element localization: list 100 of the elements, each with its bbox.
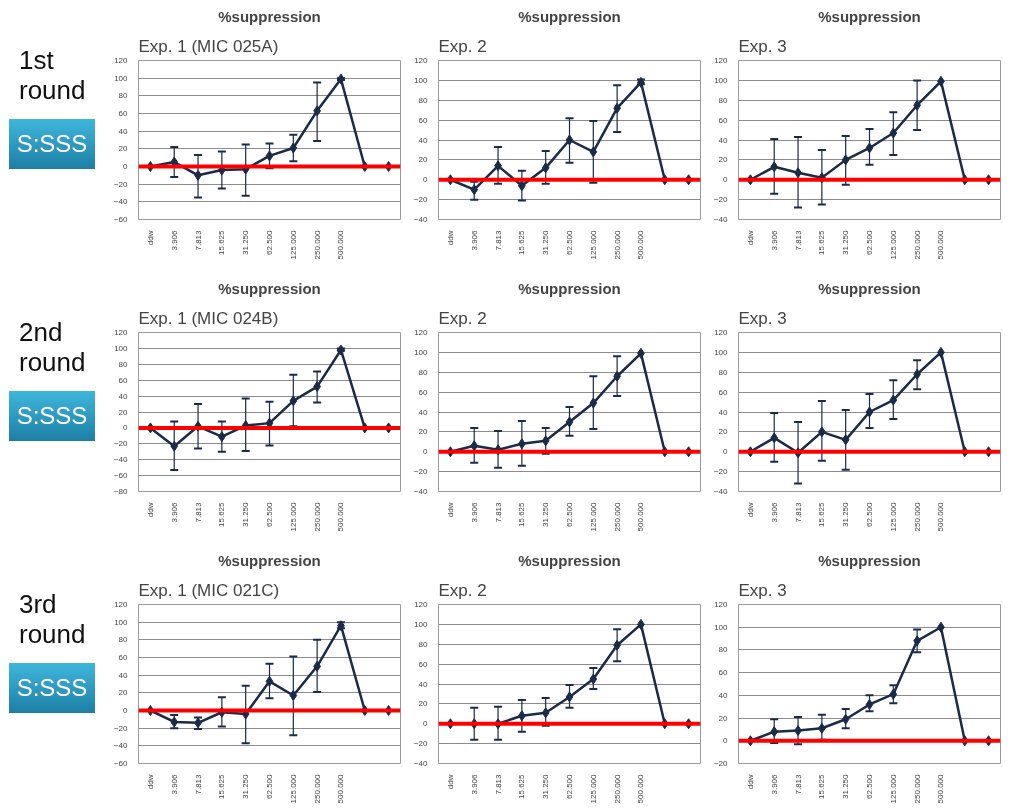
- chart-title: %suppression: [218, 7, 321, 25]
- x-tick-label: 15.625: [517, 229, 527, 255]
- y-tick-label: 20: [118, 407, 129, 417]
- x-tick-label: 31.250: [541, 229, 551, 255]
- y-tick-label: −20: [113, 439, 129, 449]
- x-tick-label: 3.906: [769, 229, 779, 251]
- x-tick-label: 125.000: [588, 773, 598, 804]
- chart-subtitle: Exp. 2: [438, 308, 487, 328]
- x-tick-label: ddw: [445, 774, 455, 790]
- x-tick-label: 500.000: [336, 773, 346, 804]
- x-tick-label: 500.000: [636, 501, 646, 532]
- x-tick-label: 250.000: [912, 773, 922, 804]
- x-tick-label: 15.625: [817, 773, 827, 799]
- x-tick-label: 125.000: [888, 229, 898, 260]
- text: S:SSS: [9, 119, 95, 169]
- y-tick-label: 80: [718, 95, 729, 105]
- y-tick-label: −40: [113, 197, 129, 207]
- x-tick-label: 500.000: [636, 229, 646, 260]
- x-tick-label: 3.906: [469, 773, 479, 795]
- y-tick-label: 20: [418, 699, 429, 709]
- chart-subtitle: Exp. 3: [738, 580, 787, 600]
- y-tick-label: 0: [723, 447, 729, 457]
- x-tick-label: 7.813: [193, 229, 203, 251]
- x-tick-label: 62.500: [265, 501, 274, 527]
- y-tick-label: 60: [718, 668, 729, 678]
- y-tick-label: 0: [423, 447, 429, 457]
- x-tick-label: 15.625: [817, 229, 827, 255]
- x-tick-label: 31.250: [241, 501, 251, 527]
- y-tick-label: 40: [718, 135, 729, 145]
- y-tick-label: −20: [413, 467, 429, 477]
- chart-subtitle: Exp. 3: [738, 36, 787, 56]
- x-tick-label: 62.500: [565, 501, 574, 527]
- x-tick-label: 7.813: [793, 773, 803, 795]
- y-tick-label: −20: [113, 723, 129, 733]
- x-tick-label: ddw: [145, 230, 155, 246]
- y-tick-label: 80: [718, 645, 729, 655]
- y-tick-label: 100: [114, 343, 129, 353]
- y-tick-label: −20: [113, 179, 129, 189]
- x-tick-label: 7.813: [493, 501, 503, 523]
- x-tick-label: 7.813: [193, 501, 203, 523]
- y-tick-label: 120: [714, 56, 729, 65]
- y-tick-label: 40: [718, 690, 729, 700]
- y-tick-label: 0: [423, 719, 429, 729]
- y-tick-label: −40: [413, 487, 429, 496]
- x-tick-label: 250.000: [612, 501, 622, 532]
- x-tick-label: 62.500: [865, 773, 874, 799]
- y-tick-label: 60: [718, 387, 729, 397]
- x-tick-label: 31.250: [541, 501, 551, 527]
- x-tick-label: 7.813: [793, 229, 803, 251]
- x-tick-label: 15.625: [217, 229, 227, 255]
- x-tick-label: 3.906: [469, 501, 479, 523]
- x-tick-label: 3.906: [769, 773, 779, 795]
- y-tick-label: 40: [718, 407, 729, 417]
- chart-title: %suppression: [818, 7, 921, 25]
- x-tick-label: 31.250: [241, 229, 251, 255]
- y-tick-label: 80: [118, 91, 129, 101]
- y-tick-label: −40: [413, 215, 429, 224]
- chart-subtitle: Exp. 2: [438, 36, 487, 56]
- x-tick-label: 250.000: [612, 773, 622, 804]
- x-tick-label: 31.250: [241, 773, 251, 799]
- y-tick-label: 20: [718, 427, 729, 437]
- x-tick-label: 62.500: [565, 229, 574, 255]
- y-tick-label: 60: [118, 653, 129, 662]
- y-tick-label: 60: [118, 109, 129, 118]
- y-tick-label: 80: [418, 95, 429, 105]
- x-tick-label: 250.000: [612, 229, 622, 260]
- y-tick-label: 120: [414, 600, 429, 609]
- y-tick-label: 0: [723, 736, 729, 746]
- y-tick-label: −40: [713, 487, 729, 496]
- x-tick-label: 15.625: [217, 773, 227, 799]
- y-tick-label: −60: [113, 215, 129, 224]
- y-tick-label: 120: [114, 600, 129, 609]
- y-tick-label: 40: [118, 670, 129, 680]
- text: S:SSS: [9, 391, 95, 441]
- y-tick-label: 20: [718, 713, 729, 723]
- y-tick-label: 60: [418, 659, 429, 669]
- x-tick-label: 62.500: [265, 229, 274, 255]
- x-tick-label: 250.000: [912, 229, 922, 260]
- x-tick-label: 62.500: [865, 501, 874, 527]
- y-tick-label: 100: [114, 73, 129, 83]
- y-tick-label: 60: [118, 375, 129, 385]
- y-tick-label: 60: [418, 387, 429, 397]
- x-tick-label: 62.500: [565, 773, 574, 799]
- y-tick-label: 100: [414, 619, 429, 629]
- y-tick-label: 100: [114, 617, 129, 627]
- chart-title: %suppression: [818, 551, 921, 569]
- x-tick-label: 3.906: [769, 501, 779, 523]
- y-tick-label: 100: [714, 75, 729, 85]
- x-tick-label: ddw: [745, 230, 755, 246]
- text: 1st round: [19, 45, 87, 105]
- y-tick-label: 20: [118, 144, 129, 154]
- x-tick-label: 500.000: [336, 501, 346, 532]
- x-tick-label: 31.250: [841, 229, 851, 255]
- y-tick-label: 80: [118, 359, 129, 369]
- x-tick-label: 500.000: [936, 501, 946, 532]
- y-tick-label: −60: [113, 471, 129, 481]
- chart-title: %suppression: [218, 279, 321, 297]
- x-tick-label: 62.500: [265, 773, 274, 799]
- chart-title: %suppression: [518, 551, 621, 569]
- x-tick-label: 500.000: [636, 773, 646, 804]
